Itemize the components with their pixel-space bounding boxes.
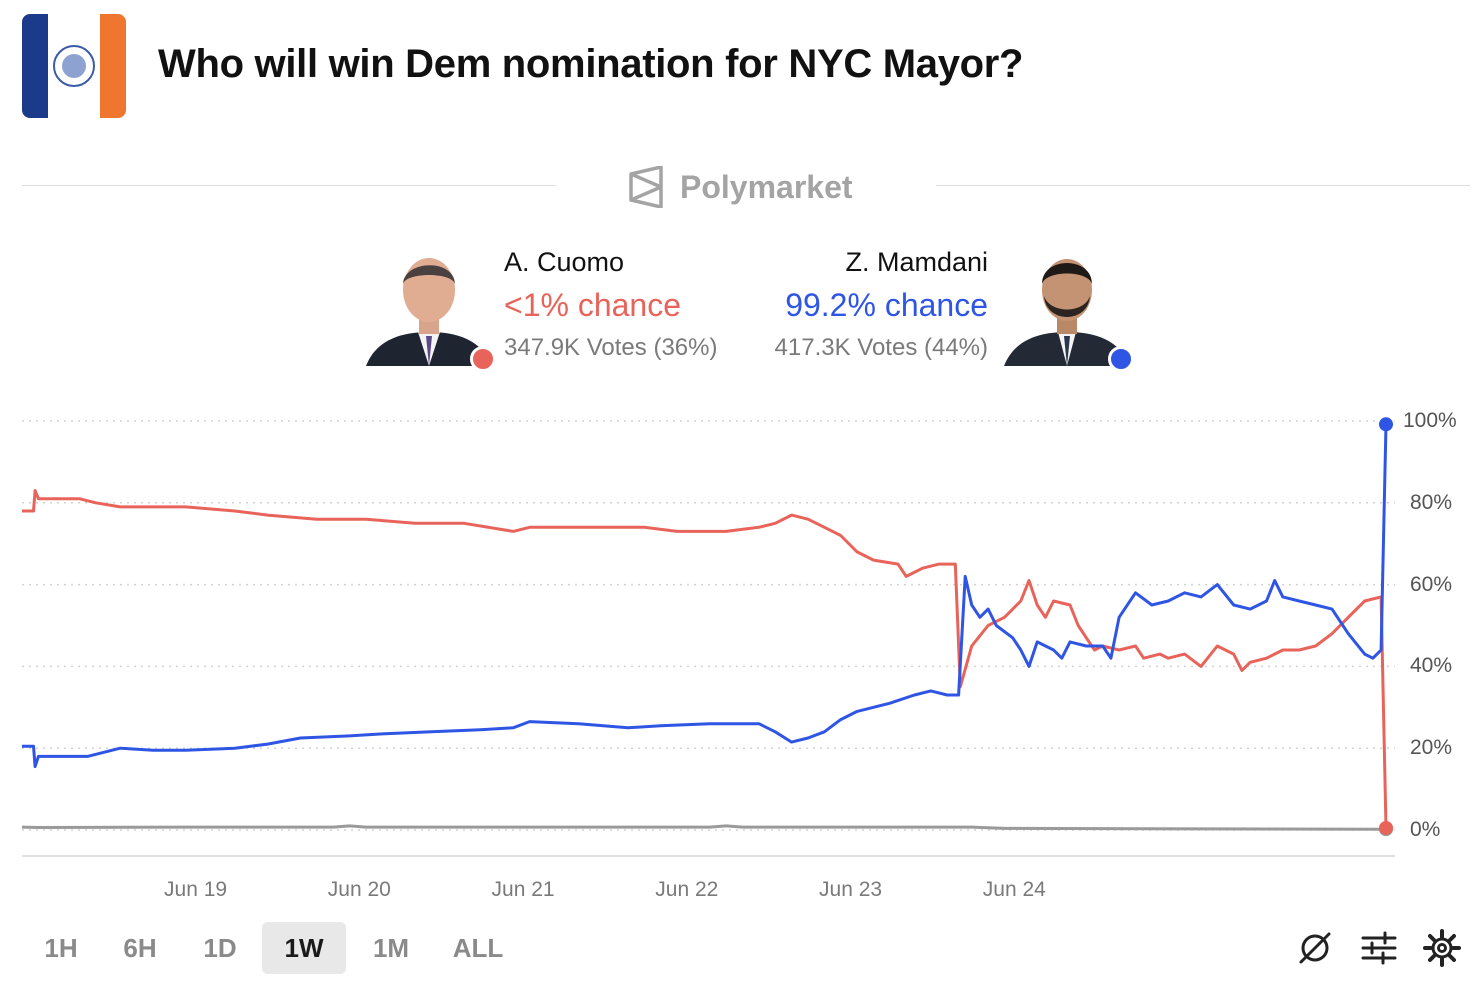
series-line-cuomo: [22, 489, 1388, 829]
series-line-other: [21, 824, 1387, 831]
series-line-mamdani: [22, 424, 1388, 769]
crosshair-off-icon[interactable]: [1295, 928, 1335, 968]
person-photo-icon: [366, 258, 492, 366]
avatar-cuomo: [366, 240, 496, 372]
person-photo-icon: [1004, 259, 1130, 366]
nyc-flag-logo: [22, 14, 126, 118]
brand-watermark: Polymarket: [628, 166, 853, 208]
series-endpoint: [1379, 417, 1393, 432]
candidate-name-cuomo: A. Cuomo: [504, 247, 625, 277]
divider-left: [22, 185, 556, 186]
y-tick-label: 40%: [1410, 654, 1453, 678]
avatar-mamdani: [1004, 240, 1134, 372]
timeframe-1d[interactable]: 1D: [203, 933, 237, 963]
mamdani-color-dot: [1108, 346, 1134, 372]
page-title: Who will win Dem nomination for NYC Mayo…: [158, 42, 1024, 86]
y-tick-label: 60%: [1410, 572, 1453, 596]
candidate-name-mamdani: Z. Mamdani: [845, 247, 988, 277]
timeframe-1m[interactable]: 1M: [372, 933, 410, 963]
candidate-chance-cuomo: <1% chance: [504, 287, 682, 323]
brand-name: Polymarket: [680, 168, 853, 205]
x-tick-label: Jun 21: [491, 878, 555, 901]
x-tick-label: Jun 23: [819, 878, 883, 901]
timeframe-all[interactable]: ALL: [452, 933, 504, 963]
y-tick-label: 100%: [1403, 409, 1457, 432]
timeframe-6h[interactable]: 6H: [123, 933, 157, 963]
candidate-votes-cuomo: 347.9K Votes (36%): [504, 334, 718, 361]
sliders-icon[interactable]: [1359, 928, 1399, 968]
x-tick-label: Jun 24: [982, 878, 1046, 901]
x-tick-label: Jun 19: [164, 878, 228, 901]
gear-icon[interactable]: [1422, 928, 1462, 968]
divider-right: [936, 185, 1470, 186]
timeframe-1h[interactable]: 1H: [44, 933, 78, 963]
candidate-votes-mamdani: 417.3K Votes (44%): [774, 334, 988, 361]
y-tick-label: 20%: [1410, 736, 1453, 760]
cuomo-color-dot: [470, 346, 496, 372]
candidate-chance-mamdani: 99.2% chance: [785, 287, 988, 323]
y-tick-label: 80%: [1410, 490, 1453, 514]
city-seal-icon: [53, 45, 95, 87]
polymarket-logo-icon: [629, 166, 663, 208]
y-tick-label: 0%: [1410, 818, 1441, 841]
timeframe-1w[interactable]: 1W: [262, 922, 346, 974]
x-tick-label: Jun 22: [655, 878, 719, 901]
x-tick-label: Jun 20: [327, 878, 391, 901]
series-endpoint: [1379, 820, 1393, 835]
